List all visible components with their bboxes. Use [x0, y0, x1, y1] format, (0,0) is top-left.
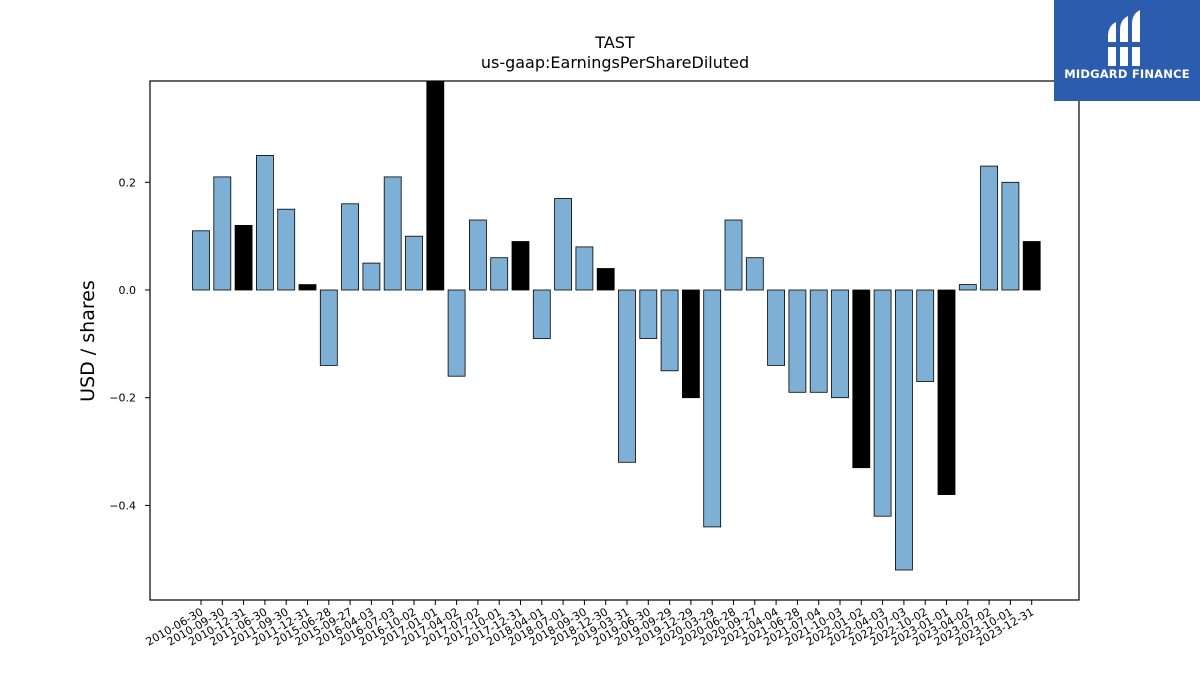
- y-tick-label: −0.4: [109, 499, 136, 512]
- bar-2019-06-30: [639, 289, 658, 339]
- bar-2019-09-29: [660, 289, 679, 372]
- bar-2019-03-31: [618, 289, 636, 463]
- bar-2020-06-28: [724, 219, 743, 291]
- bar-2022-07-03: [895, 289, 913, 571]
- y-tick-label: 0.0: [119, 284, 137, 297]
- bar-2010-09-30: [213, 176, 232, 291]
- bar-2017-10-01: [490, 257, 509, 291]
- bar-2015-06-28: [319, 289, 338, 366]
- bar-2022-10-02: [916, 289, 935, 382]
- bar-2016-07-03: [383, 176, 402, 291]
- bar-2020-09-27: [745, 257, 764, 291]
- bar-2018-07-01: [554, 198, 572, 291]
- bar-2023-12-31: [1022, 241, 1041, 291]
- plot-frame: [149, 80, 1080, 601]
- bar-2022-04-03: [873, 289, 892, 517]
- y-axis-label: USD / shares: [77, 280, 99, 402]
- chart-subtitle: us-gaap:EarningsPerShareDiluted: [481, 53, 749, 72]
- bar-2023-10-01: [1001, 181, 1020, 291]
- bar-2017-04-02: [447, 289, 466, 377]
- bars-group: [192, 80, 1041, 571]
- bar-2011-09-30: [277, 208, 296, 291]
- logo-text: MIDGARD FINANCE: [1064, 67, 1190, 81]
- bar-2021-06-28: [788, 289, 807, 393]
- bar-2015-09-27: [341, 203, 360, 291]
- bar-2017-12-31: [511, 241, 530, 291]
- bar-2020-03-29: [703, 289, 722, 528]
- bar-2019-12-29: [682, 289, 700, 399]
- y-tick-label: −0.2: [109, 392, 136, 405]
- midgard-finance-logo: MIDGARD FINANCE: [1054, 0, 1200, 101]
- bar-2010-12-31: [234, 224, 253, 291]
- bar-2023-01-01: [937, 289, 956, 496]
- y-tick-label: 0.2: [119, 176, 137, 189]
- bar-2017-07-02: [468, 219, 487, 291]
- midgard-finance-logo-icon: [1108, 10, 1140, 66]
- bar-2022-01-02: [852, 289, 871, 469]
- bar-2011-06-30: [255, 154, 274, 291]
- bar-2016-10-02: [405, 235, 423, 291]
- bar-2018-04-01: [532, 289, 551, 339]
- bar-2016-04-03: [362, 262, 381, 291]
- bar-2010-06-30: [192, 230, 210, 291]
- bar-2011-12-31: [298, 284, 317, 291]
- bar-2021-10-03: [831, 289, 849, 399]
- bar-2018-12-30: [596, 268, 615, 291]
- y-axis: −0.4 −0.2 0.0 0.2: [109, 176, 150, 512]
- x-axis: 2010-06-302010-09-302010-12-312011-06-30…: [144, 600, 1036, 649]
- bar-2023-07-02: [980, 165, 998, 291]
- chart-title: TAST: [594, 33, 635, 52]
- bar-2017-01-01: [426, 80, 445, 291]
- bar-2018-09-30: [575, 246, 594, 291]
- bar-2023-04-02: [958, 284, 977, 291]
- bar-2021-04-04: [767, 289, 785, 366]
- bar-2021-07-04: [809, 289, 828, 393]
